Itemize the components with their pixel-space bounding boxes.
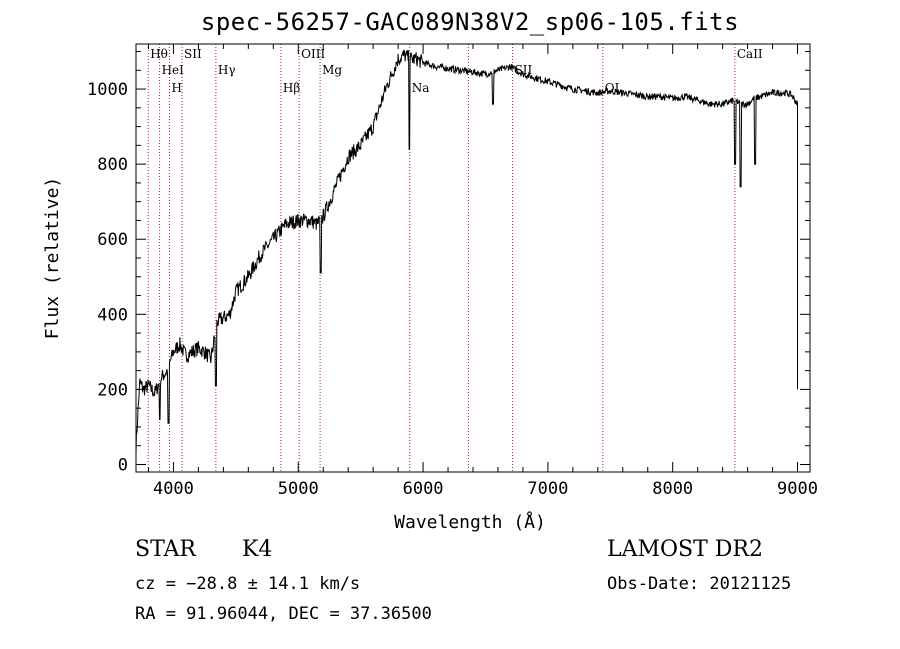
x-tick-label: 4000 [153,479,194,499]
line-marker-label: Hγ [218,63,236,77]
redshift-readout: cz = −28.8 ± 14.1 km/s [135,574,361,594]
line-marker-label: HeI [162,63,185,77]
line-marker-label: Hβ [283,81,300,95]
spectral-subclass: K4 [242,537,273,562]
x-tick-label: 5000 [278,479,319,499]
y-tick-label: 400 [97,305,128,325]
survey-name: LAMOST DR2 [607,537,763,562]
spectrum-line [135,49,798,454]
y-tick-label: 200 [97,380,128,400]
object-class: STAR [135,537,196,562]
line-marker-label: CaII [737,47,763,61]
line-marker-label: Mg [322,63,342,77]
ticks-layer: 4000 5000 6000 7000 8000 9000 0 200 400 600 800 100… [87,44,818,499]
x-tick-label: 7000 [527,479,568,499]
x-tick-label: 9000 [777,479,818,499]
line-marker-label: H [171,81,181,95]
y-tick-label: 1000 [87,80,128,100]
obs-date: Obs-Date: 20121125 [607,574,792,594]
y-axis-label: Flux (relative) [42,177,63,340]
y-tick-label: 600 [97,230,128,250]
plot-frame [135,43,811,473]
line-marker-label: OIII [301,47,325,61]
line-marker-label: Na [412,81,430,95]
line-marker-label: SII [184,47,202,61]
x-tick-label: 6000 [403,479,444,499]
x-axis-label: Wavelength (Å) [394,511,546,533]
x-tick-label: 8000 [652,479,693,499]
chart-title: spec-56257-GAC089N38V2_sp06-105.fits [200,8,740,36]
coordinates: RA = 91.96044, DEC = 37.36500 [135,604,432,624]
spectrum-layer [135,49,798,454]
y-tick-label: 0 [118,455,128,475]
line-marker-label: Hθ [150,47,168,61]
y-tick-label: 800 [97,155,128,175]
